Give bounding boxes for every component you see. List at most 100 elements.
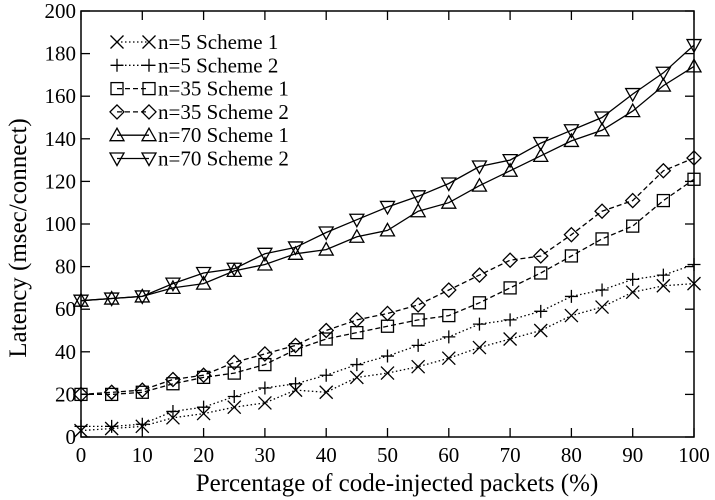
data-point bbox=[595, 232, 609, 246]
data-point bbox=[410, 202, 427, 218]
series-line bbox=[80, 44, 695, 302]
x-tick-label: 30 bbox=[254, 443, 275, 467]
data-point bbox=[501, 162, 519, 177]
data-point bbox=[318, 322, 335, 339]
data-point bbox=[258, 381, 272, 395]
data-point bbox=[472, 340, 487, 355]
x-tick-label: 40 bbox=[316, 443, 337, 467]
data-point bbox=[472, 317, 486, 331]
legend-entry: n=70 Scheme 1 bbox=[108, 123, 289, 147]
data-point bbox=[532, 136, 549, 152]
data-point bbox=[319, 368, 333, 382]
x-axis-title: Percentage of code-injected packets (%) bbox=[196, 470, 599, 497]
legend-entry: n=5 Scheme 2 bbox=[110, 53, 278, 77]
data-point bbox=[350, 325, 364, 340]
data-point bbox=[411, 313, 425, 327]
y-tick-label: 160 bbox=[45, 84, 77, 108]
data-point bbox=[287, 241, 304, 256]
data-point bbox=[226, 262, 243, 278]
data-point bbox=[411, 359, 426, 374]
data-point bbox=[503, 313, 517, 327]
data-point bbox=[381, 349, 394, 363]
x-tick-label: 80 bbox=[561, 443, 582, 467]
data-point bbox=[655, 66, 672, 82]
data-point bbox=[626, 219, 640, 233]
data-point bbox=[532, 147, 549, 162]
series-5 bbox=[72, 58, 703, 307]
data-point bbox=[501, 153, 519, 169]
legend-label: n=5 Scheme 2 bbox=[158, 53, 278, 77]
data-point bbox=[472, 296, 487, 310]
data-point bbox=[348, 213, 365, 229]
data-point bbox=[440, 194, 457, 209]
data-point bbox=[687, 257, 701, 271]
data-point bbox=[442, 330, 456, 344]
data-point bbox=[656, 268, 670, 282]
data-point bbox=[195, 266, 212, 282]
x-tick-label: 20 bbox=[193, 443, 214, 467]
legend-marker bbox=[110, 35, 124, 49]
legend-entry: n=35 Scheme 2 bbox=[109, 100, 289, 124]
legend: n=5 Scheme 1n=5 Scheme 2n=35 Scheme 1n=3… bbox=[108, 30, 289, 171]
data-point bbox=[196, 370, 211, 385]
data-point bbox=[318, 226, 335, 241]
data-point bbox=[503, 332, 518, 346]
data-point bbox=[563, 226, 580, 243]
y-tick-label: 80 bbox=[55, 255, 76, 279]
y-tick-label: 140 bbox=[45, 127, 77, 151]
x-tick-label: 60 bbox=[438, 443, 459, 467]
data-point bbox=[625, 285, 640, 300]
legend-entry: n=5 Scheme 1 bbox=[110, 30, 278, 54]
data-point bbox=[442, 308, 456, 323]
data-point bbox=[410, 190, 427, 205]
legend-marker bbox=[108, 152, 126, 167]
legend-marker bbox=[142, 35, 156, 49]
series-4 bbox=[73, 150, 702, 403]
data-point bbox=[534, 266, 548, 280]
data-point bbox=[348, 228, 365, 243]
data-point bbox=[227, 400, 242, 415]
data-point bbox=[134, 382, 151, 399]
data-point bbox=[595, 283, 609, 297]
data-point bbox=[593, 121, 611, 137]
data-point bbox=[287, 245, 304, 260]
y-tick-label: 60 bbox=[55, 297, 76, 321]
legend-marker bbox=[142, 81, 156, 96]
data-point bbox=[624, 87, 641, 103]
legend-entry: n=70 Scheme 2 bbox=[108, 147, 289, 171]
data-point bbox=[471, 267, 488, 284]
legend-label: n=35 Scheme 1 bbox=[158, 77, 289, 101]
legend-entry: n=35 Scheme 1 bbox=[110, 77, 289, 101]
y-axis: 0 20 40 60 80 100 120 140 160 180 200 bbox=[45, 0, 694, 449]
data-point bbox=[164, 277, 182, 292]
x-tick-label: 90 bbox=[622, 443, 643, 467]
legend-marker bbox=[140, 126, 158, 142]
data-point bbox=[471, 177, 488, 192]
y-tick-label: 200 bbox=[45, 0, 77, 23]
legend-marker bbox=[140, 152, 158, 167]
data-point bbox=[226, 354, 243, 371]
data-point bbox=[164, 279, 182, 295]
y-tick-label: 0 bbox=[66, 425, 77, 449]
data-point bbox=[103, 292, 120, 307]
data-point bbox=[287, 337, 304, 354]
legend-marker bbox=[110, 81, 124, 96]
data-point bbox=[563, 124, 580, 139]
legend-label: n=70 Scheme 2 bbox=[158, 147, 289, 171]
data-point bbox=[655, 77, 672, 92]
data-point bbox=[256, 247, 274, 263]
data-point bbox=[656, 278, 671, 293]
data-point bbox=[503, 281, 517, 295]
data-point bbox=[257, 395, 272, 410]
data-point bbox=[410, 297, 427, 313]
data-point bbox=[227, 390, 241, 404]
data-point bbox=[350, 358, 364, 372]
data-point bbox=[624, 102, 641, 118]
data-point bbox=[319, 385, 334, 400]
x-tick-label: 70 bbox=[500, 443, 521, 467]
data-point bbox=[379, 305, 396, 322]
data-point bbox=[379, 200, 396, 216]
data-point bbox=[195, 275, 212, 290]
data-point bbox=[197, 400, 211, 414]
